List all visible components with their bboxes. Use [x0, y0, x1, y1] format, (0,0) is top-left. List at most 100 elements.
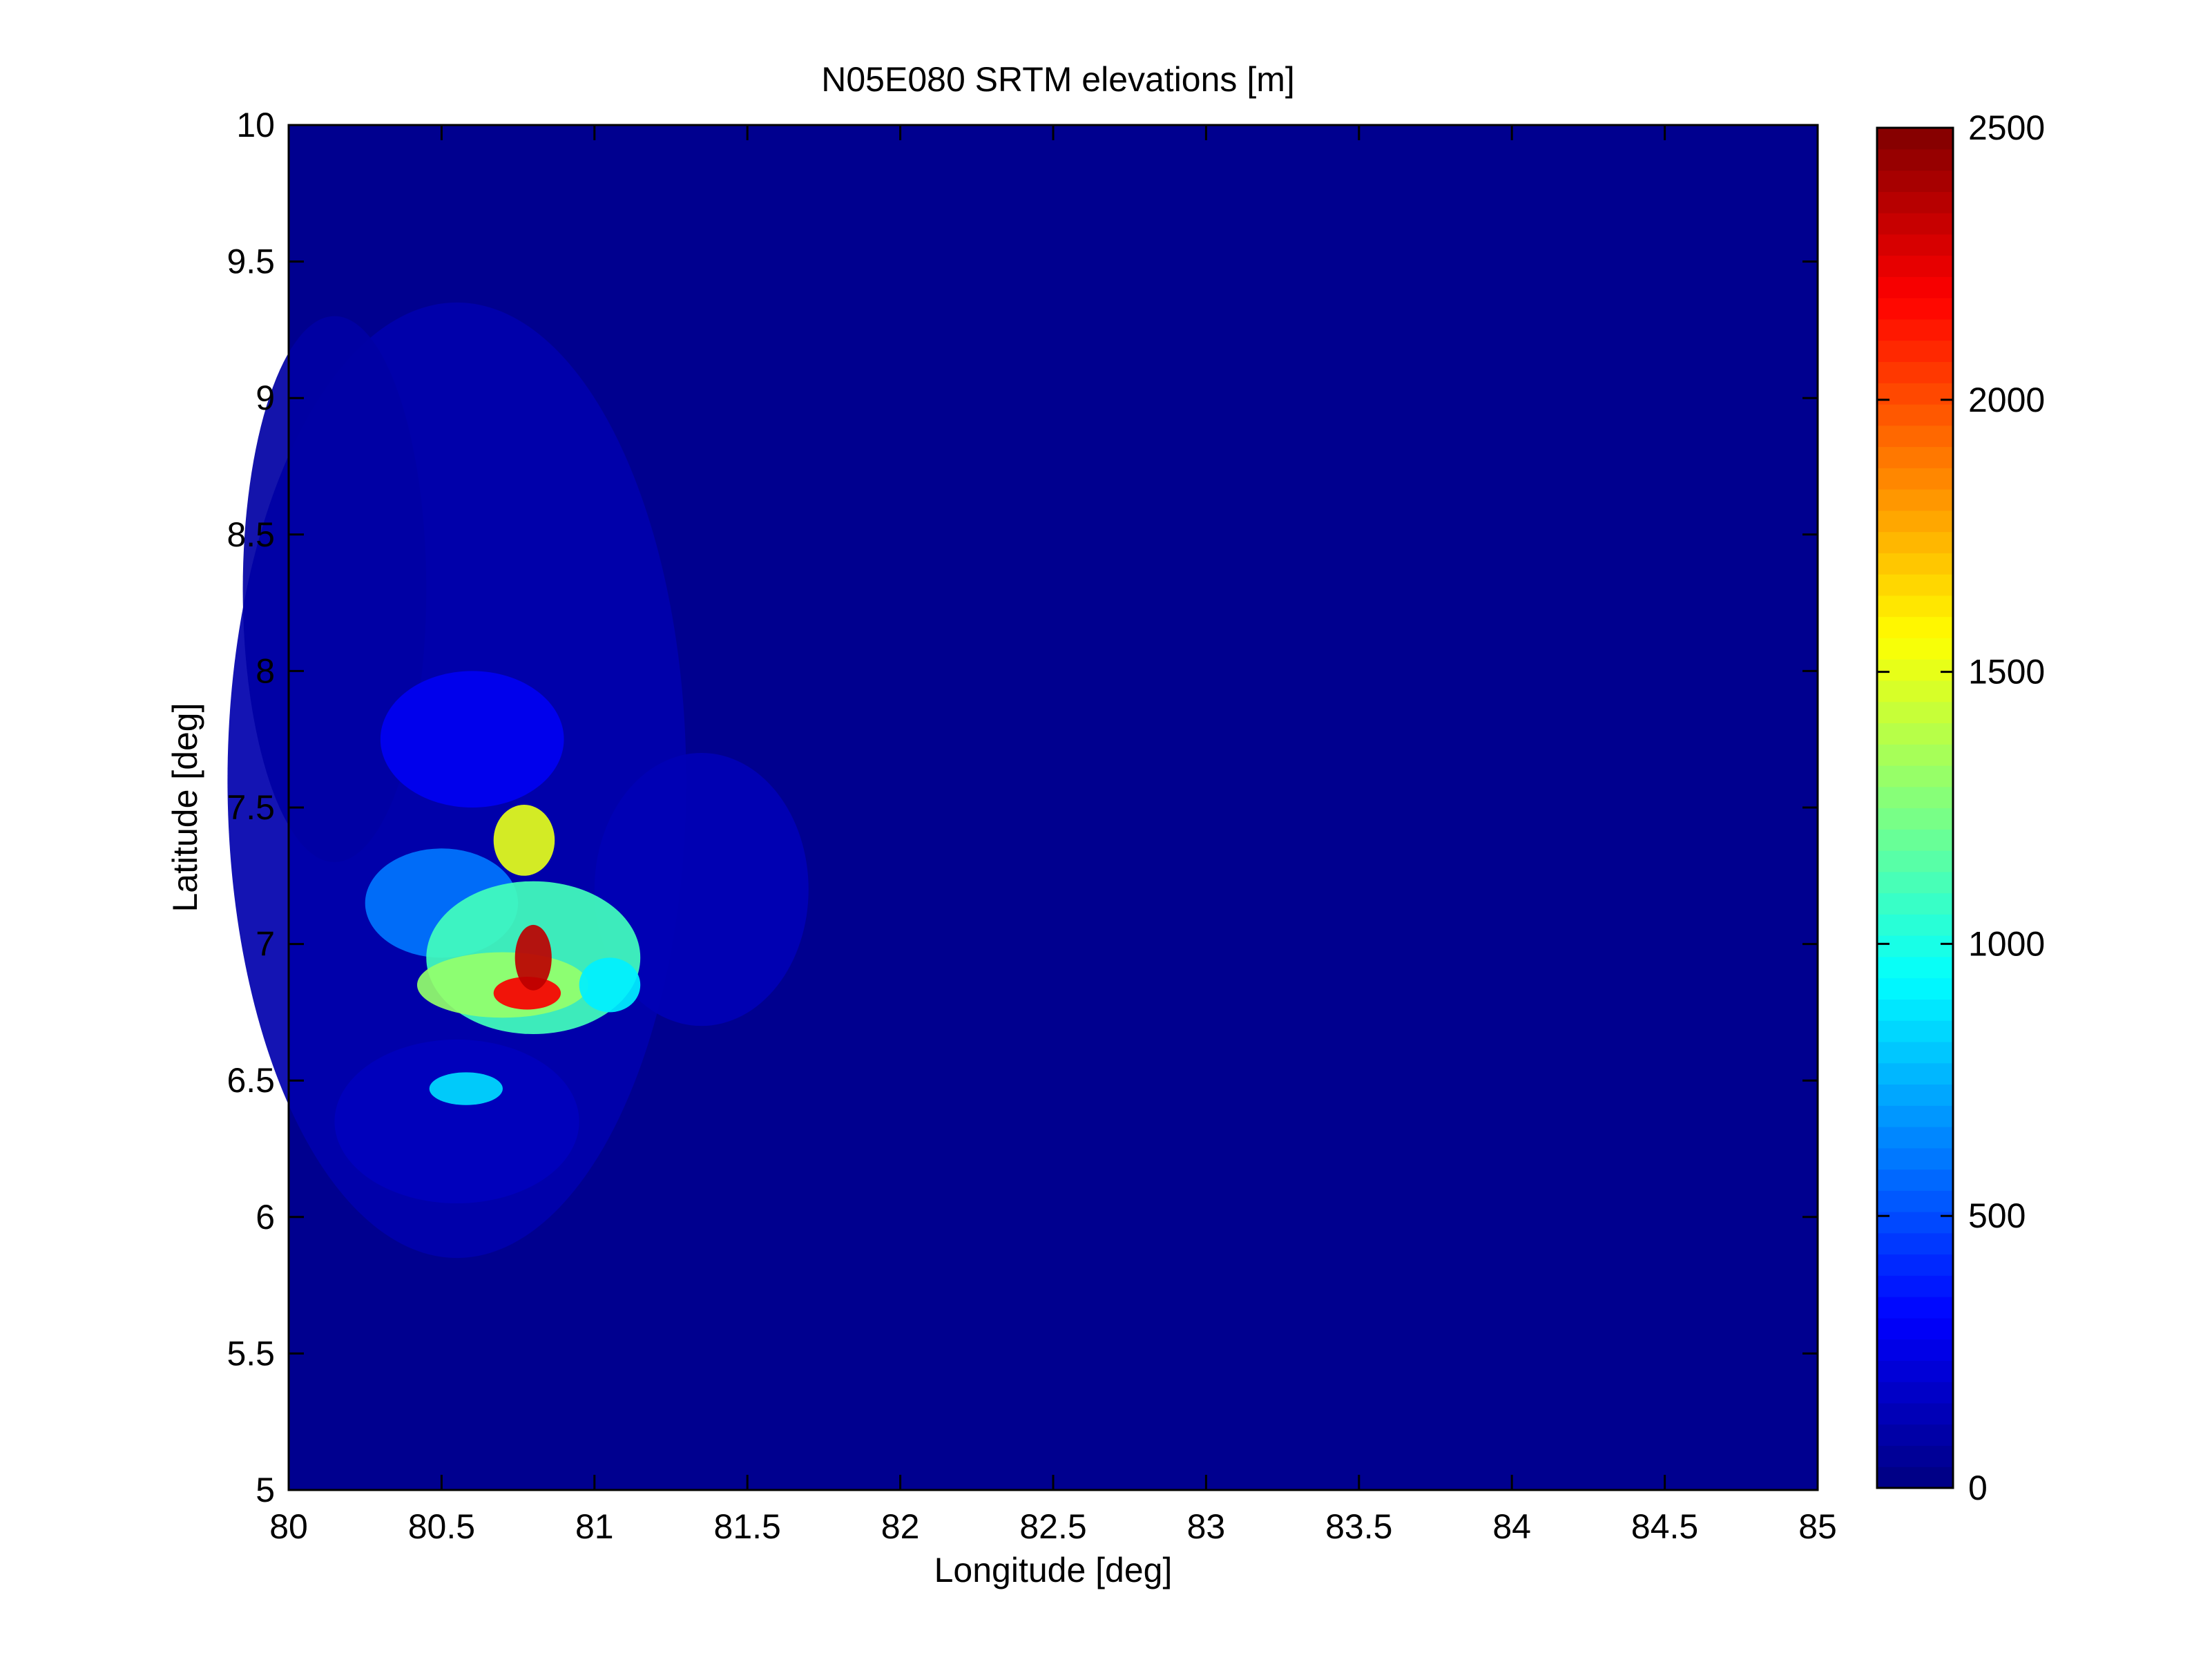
colorbar-level [1877, 1041, 1953, 1064]
colorbar-level [1877, 935, 1953, 957]
colorbar-level [1877, 361, 1953, 383]
colorbar-level [1877, 1062, 1953, 1085]
colorbar-level [1877, 1105, 1953, 1127]
y-tick-label: 6.5 [227, 1061, 275, 1100]
colorbar-level [1877, 128, 1953, 150]
y-tick-label: 7 [256, 925, 275, 964]
colorbar-level [1877, 956, 1953, 979]
y-tick-label: 7.5 [227, 788, 275, 827]
colorbar-level [1877, 403, 1953, 426]
colorbar-level [1877, 510, 1953, 533]
colorbar-level [1877, 1360, 1953, 1382]
terrain-patch [579, 957, 641, 1013]
plot-area [227, 124, 1819, 1491]
x-tick-label: 83.5 [1325, 1507, 1392, 1546]
colorbar-level [1877, 489, 1953, 511]
colorbar-tick-label: 1000 [1968, 924, 2045, 963]
terrain-patch [493, 977, 561, 1010]
colorbar-level [1877, 1467, 1953, 1489]
colorbar-tick-label: 500 [1968, 1196, 2026, 1235]
x-tick-label: 80.5 [408, 1507, 475, 1546]
x-tick-label: 84 [1492, 1507, 1531, 1546]
colorbar-level [1877, 871, 1953, 894]
colorbar-level [1877, 1339, 1953, 1362]
colorbar-level [1877, 191, 1953, 213]
colorbar-level [1877, 786, 1953, 809]
colorbar-level [1877, 446, 1953, 468]
colorbar-level [1877, 1232, 1953, 1255]
x-tick-label: 82 [881, 1507, 920, 1546]
y-axis-label: Latitude [deg] [166, 703, 204, 912]
colorbar-level [1877, 531, 1953, 553]
colorbar-level [1877, 170, 1953, 192]
colorbar-level [1877, 318, 1953, 341]
colorbar-level [1877, 340, 1953, 363]
colorbar-level [1877, 701, 1953, 724]
terrain-patch [429, 1072, 503, 1105]
x-tick-label: 84.5 [1631, 1507, 1698, 1546]
terrain-patch [594, 752, 809, 1026]
colorbar-level [1877, 595, 1953, 618]
x-tick-label: 83 [1187, 1507, 1226, 1546]
y-tick-label: 5 [256, 1471, 275, 1509]
colorbar: 0 500 1000 1500 2000 2500 [1876, 108, 2045, 1507]
colorbar-level [1877, 213, 1953, 235]
colorbar-level [1877, 149, 1953, 171]
y-tick-label: 8 [256, 651, 275, 690]
colorbar-level [1877, 616, 1953, 638]
terrain-patch [493, 805, 555, 876]
colorbar-level [1877, 1084, 1953, 1106]
colorbar-level [1877, 233, 1953, 256]
colorbar-level [1877, 1445, 1953, 1467]
colorbar-level [1877, 914, 1953, 936]
colorbar-level [1877, 298, 1953, 320]
colorbar-level [1877, 829, 1953, 851]
colorbar-level [1877, 1147, 1953, 1170]
x-tick-label: 82.5 [1019, 1507, 1086, 1546]
colorbar-tick-label: 2500 [1968, 108, 2045, 147]
colorbar-level [1877, 553, 1953, 575]
colorbar-tick-label: 0 [1968, 1469, 1988, 1507]
colorbar-level [1877, 255, 1953, 277]
y-tick-label: 9 [256, 379, 275, 417]
x-axis-label: Longitude [deg] [934, 1551, 1173, 1589]
colorbar-level [1877, 765, 1953, 787]
terrain-patch [380, 671, 564, 808]
colorbar-level [1877, 977, 1953, 1000]
colorbar-level [1877, 659, 1953, 681]
chart-title: N05E080 SRTM elevations [m] [821, 60, 1295, 99]
colorbar-level [1877, 1190, 1953, 1212]
colorbar-level [1877, 425, 1953, 448]
colorbar-frame [1876, 126, 1954, 1489]
y-tick-label: 9.5 [227, 242, 275, 281]
colorbar-level [1877, 1297, 1953, 1319]
y-tick-label: 8.5 [227, 515, 275, 554]
colorbar-level [1877, 1317, 1953, 1340]
terrain-patch [514, 924, 552, 991]
y-tick-label: 5.5 [227, 1334, 275, 1373]
colorbar-level [1877, 680, 1953, 703]
colorbar-level [1877, 1254, 1953, 1276]
terrain-layer [227, 302, 809, 1259]
colorbar-level [1877, 1382, 1953, 1404]
colorbar-level [1877, 808, 1953, 830]
colorbar-level [1877, 1212, 1953, 1234]
colorbar-level [1877, 383, 1953, 405]
colorbar-level [1877, 574, 1953, 596]
x-axis: 80 80.5 81 81.5 82 82.5 83 83.5 84 84.5 85 [269, 125, 1837, 1546]
colorbar-level [1877, 744, 1953, 766]
colorbar-ticks: 0 500 1000 1500 2000 2500 [1877, 108, 2045, 1507]
x-tick-label: 81 [575, 1507, 614, 1546]
x-tick-label: 85 [1798, 1507, 1837, 1546]
colorbar-level [1877, 1275, 1953, 1297]
x-tick-label: 81.5 [714, 1507, 781, 1546]
colorbar-level [1877, 276, 1953, 298]
colorbar-levels [1877, 128, 1953, 1489]
y-tick-label: 6 [256, 1198, 275, 1236]
colorbar-tick-label: 1500 [1968, 653, 2045, 691]
colorbar-level [1877, 892, 1953, 915]
colorbar-level [1877, 638, 1953, 660]
colorbar-level [1877, 1126, 1953, 1149]
colorbar-tick-label: 2000 [1968, 381, 2045, 419]
